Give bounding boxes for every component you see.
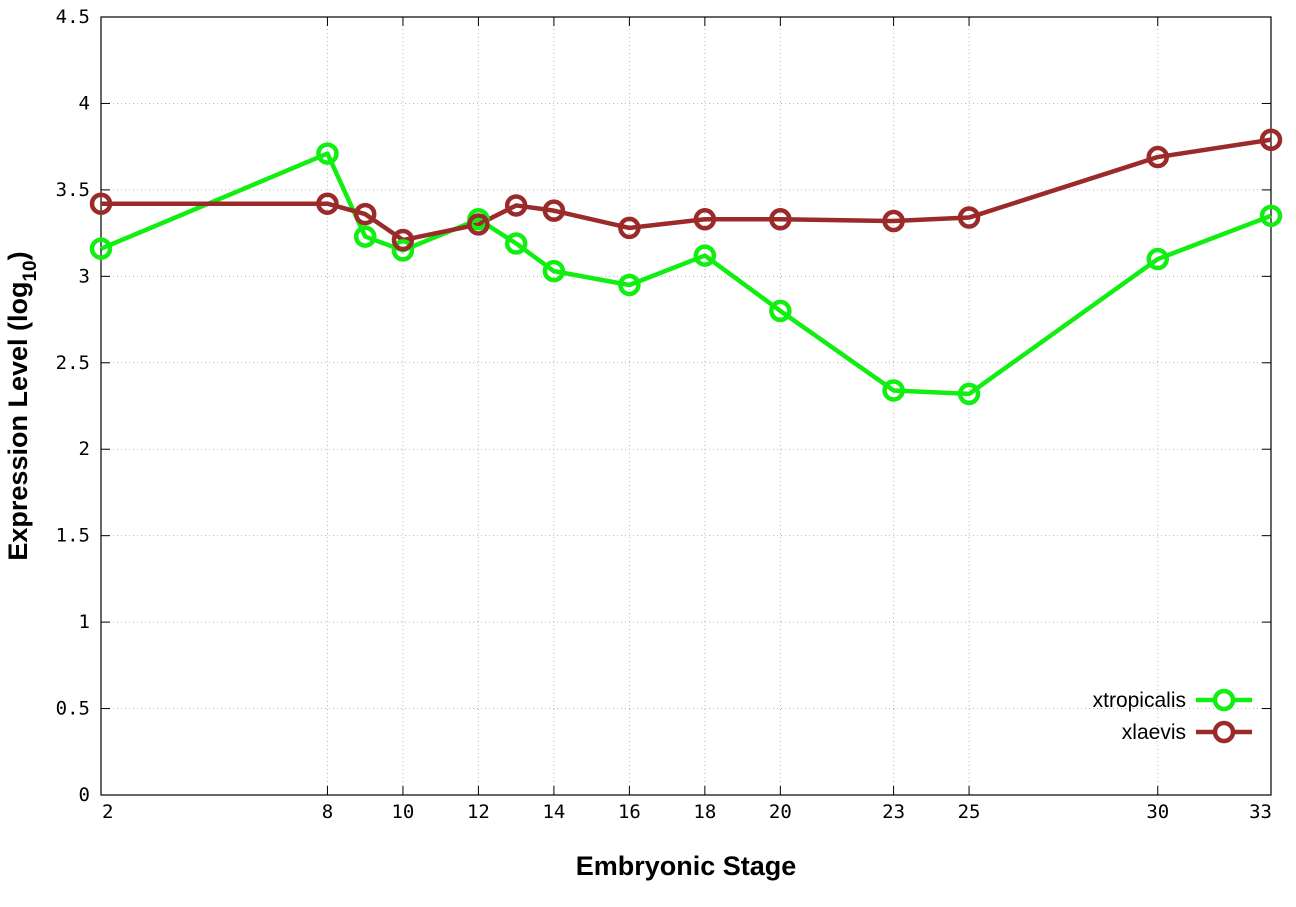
x-tick-label: 12 bbox=[467, 801, 490, 823]
plot-frame bbox=[100, 16, 1272, 796]
data-point-xlaevis bbox=[391, 228, 415, 252]
data-point-xtropicalis bbox=[769, 299, 792, 323]
grid-lines bbox=[101, 17, 1271, 795]
x-tick-label: 10 bbox=[391, 801, 414, 823]
legend-marker-xlaevis bbox=[1212, 720, 1236, 744]
legend: xtropicalis xlaevis bbox=[1093, 688, 1252, 744]
series-line-xtropicalis bbox=[100, 151, 1272, 397]
data-point-xtropicalis bbox=[1259, 204, 1283, 228]
data-point-xtropicalis bbox=[353, 225, 377, 248]
data-point-xtropicalis bbox=[391, 239, 415, 262]
data-point-xtropicalis bbox=[957, 382, 981, 406]
data-point-xlaevis bbox=[316, 192, 339, 215]
y-tick-label: 4 bbox=[79, 92, 90, 114]
legend-label-xlaevis: xlaevis bbox=[1122, 721, 1186, 744]
x-tick-label: 16 bbox=[618, 801, 641, 823]
x-tick-label: 8 bbox=[322, 801, 333, 823]
data-point-xlaevis bbox=[504, 194, 528, 217]
x-tick-label: 20 bbox=[769, 801, 792, 823]
x-tick-label: 23 bbox=[882, 801, 905, 823]
legend-label-xtropicalis: xtropicalis bbox=[1093, 689, 1186, 712]
y-tick-label: 2 bbox=[79, 438, 90, 460]
data-point-xlaevis bbox=[882, 209, 905, 233]
y-tick-label: 1.5 bbox=[56, 525, 90, 547]
x-tick-label: 30 bbox=[1146, 801, 1169, 823]
data-point-xlaevis bbox=[353, 202, 377, 226]
x-tick-label: 33 bbox=[1249, 801, 1272, 823]
y-axis-title-close: ) bbox=[3, 251, 33, 260]
legend-marker-xtropicalis bbox=[1212, 688, 1236, 712]
y-tick-label: 0 bbox=[79, 784, 90, 806]
y-tick-label: 4.5 bbox=[56, 6, 90, 28]
data-point-xtropicalis bbox=[693, 244, 717, 267]
x-tick-label: 2 bbox=[102, 801, 113, 823]
data-point-xlaevis bbox=[693, 208, 717, 231]
y-axis-title-sub: 10 bbox=[20, 260, 41, 281]
axis-ticks: 0 0.5 1 1.5 2 2.5 3 3.5 4 4.5 2 8 10 12 14 16 18 20 23 25 30… bbox=[56, 6, 1272, 823]
y-tick-label: 0.5 bbox=[56, 698, 90, 720]
x-tick-label: 25 bbox=[958, 801, 981, 823]
data-point-xtropicalis bbox=[1146, 247, 1170, 271]
data-point-xlaevis bbox=[1259, 128, 1283, 152]
y-axis-title: Expression Level (log10) bbox=[3, 251, 41, 560]
x-tick-label: 18 bbox=[693, 801, 716, 823]
data-point-xlaevis bbox=[618, 216, 641, 240]
data-point-xtropicalis bbox=[618, 273, 641, 297]
data-point-xlaevis bbox=[89, 192, 113, 215]
x-axis-title: Embryonic Stage bbox=[576, 851, 797, 881]
data-point-xlaevis bbox=[1146, 145, 1170, 169]
y-tick-label: 3 bbox=[79, 265, 90, 287]
data-point-xtropicalis bbox=[316, 142, 339, 165]
y-axis-title-main: Expression Level (log bbox=[3, 282, 33, 561]
data-point-xtropicalis bbox=[882, 379, 905, 402]
data-point-xlaevis bbox=[957, 206, 981, 229]
data-point-xtropicalis bbox=[542, 259, 566, 283]
data-point-xlaevis bbox=[542, 199, 566, 222]
data-point-xlaevis bbox=[467, 213, 490, 236]
y-tick-label: 2.5 bbox=[56, 352, 90, 374]
data-series bbox=[89, 128, 1283, 406]
data-point-xlaevis bbox=[769, 208, 792, 231]
y-tick-label: 1 bbox=[79, 611, 90, 633]
data-point-xtropicalis bbox=[89, 237, 113, 260]
y-tick-label: 3.5 bbox=[56, 179, 90, 201]
x-tick-label: 14 bbox=[542, 801, 565, 823]
data-point-xtropicalis bbox=[504, 232, 528, 255]
